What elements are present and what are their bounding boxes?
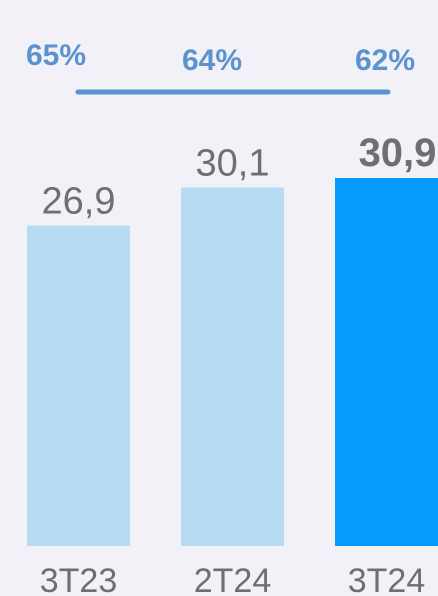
bar-3t23 <box>27 225 130 546</box>
value-labels: 26,9 30,1 30,9 <box>42 131 437 223</box>
percentage-label-2t24: 64% <box>182 44 242 77</box>
category-label-2t24: 2T24 <box>194 562 272 596</box>
bar-3t24 <box>335 178 438 546</box>
bars <box>27 178 438 546</box>
value-label-3t23: 26,9 <box>42 181 116 223</box>
category-label-3t24: 3T24 <box>348 562 426 596</box>
percentage-label-3t23: 65% <box>26 39 86 72</box>
percentage-label-3t24: 62% <box>355 44 415 77</box>
value-label-2t24: 30,1 <box>196 143 270 185</box>
category-labels: 3T23 2T24 3T24 <box>40 562 426 596</box>
category-label-3t23: 3T23 <box>40 562 118 596</box>
bar-2t24 <box>181 187 284 546</box>
value-label-3t24: 30,9 <box>359 131 437 175</box>
percentage-row: 65% 64% 62% <box>26 39 415 95</box>
